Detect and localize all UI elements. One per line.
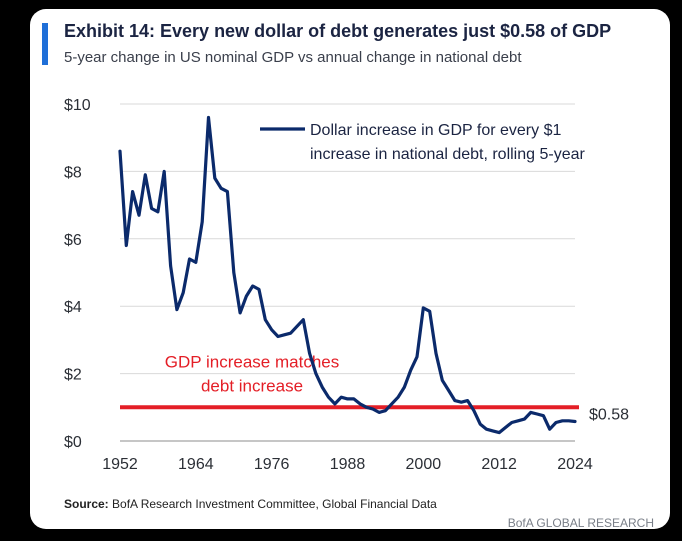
reference-line-label: debt increase: [201, 376, 303, 395]
source-text: BofA Research Investment Committee, Glob…: [108, 497, 437, 511]
y-tick-label: $2: [64, 367, 82, 384]
source-label: Source:: [64, 497, 109, 511]
chart-title: Exhibit 14: Every new dollar of debt gen…: [64, 21, 612, 41]
exhibit-card: Exhibit 14: Every new dollar of debt gen…: [30, 9, 670, 529]
brand-label: BofA GLOBAL RESEARCH: [507, 516, 654, 529]
x-tick-label: 1988: [330, 456, 366, 473]
y-tick-label: $8: [64, 164, 82, 181]
chart-subtitle: 5-year change in US nominal GDP vs annua…: [64, 49, 522, 66]
x-tick-label: 2012: [481, 456, 517, 473]
x-tick-label: 2024: [557, 456, 593, 473]
y-tick-label: $6: [64, 232, 82, 249]
reference-line-label: GDP increase matches: [165, 352, 339, 371]
y-tick-label: $4: [64, 299, 82, 316]
y-tick-label: $10: [64, 97, 91, 114]
chart-plot: $0 $2 $4 $6 $8 $10 1952 1964 1976 1988 2000 2012 202…: [64, 97, 629, 473]
y-tick-label: $0: [64, 434, 82, 451]
series-line: [118, 115, 577, 435]
legend-label: increase in national debt, rolling 5-yea…: [310, 146, 586, 163]
x-tick-label: 1976: [254, 456, 290, 473]
source-note: Source: BofA Research Investment Committ…: [64, 497, 437, 511]
end-value-label: $0.58: [589, 406, 629, 423]
x-tick-label: 1952: [102, 456, 138, 473]
x-tick-label: 2000: [406, 456, 442, 473]
legend-label: Dollar increase in GDP for every $1: [310, 122, 561, 139]
x-tick-label: 1964: [178, 456, 214, 473]
title-accent-bar: [42, 23, 48, 65]
